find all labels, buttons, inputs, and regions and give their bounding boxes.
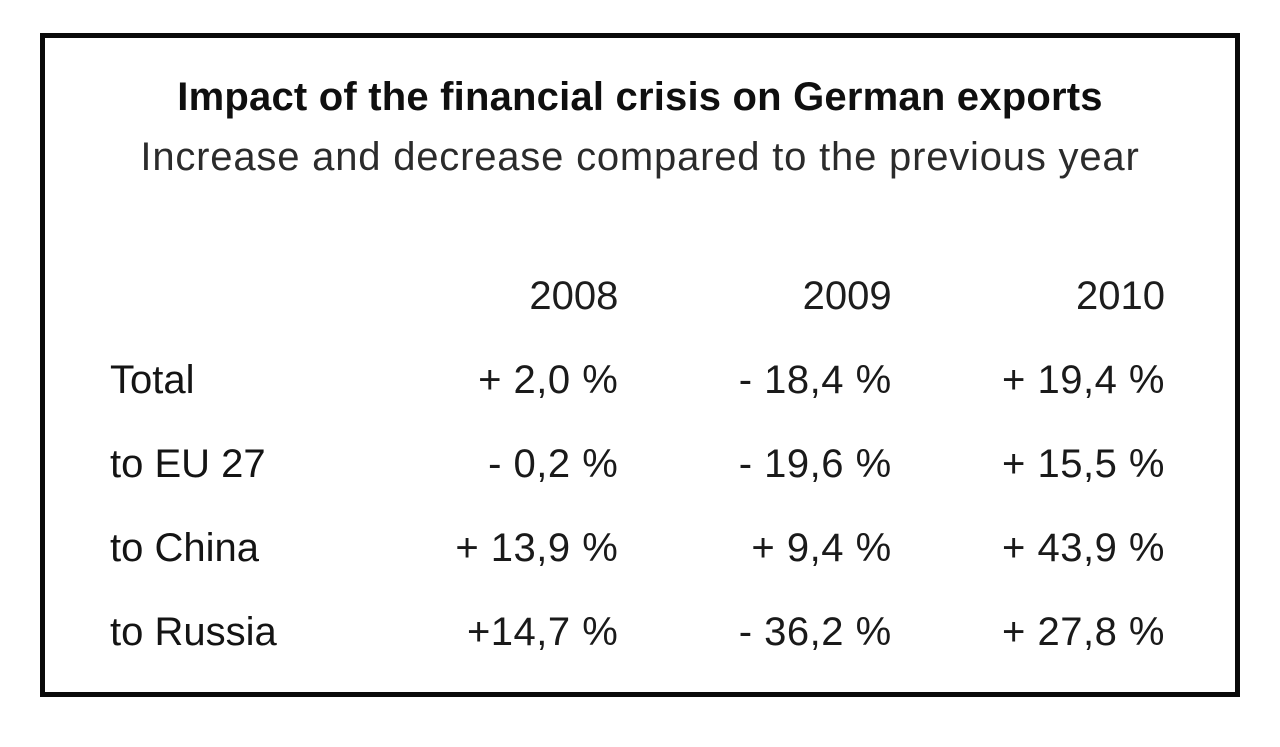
cell-value: + 13,9 % [455,525,619,570]
cell-value: + 19,4 % [1001,357,1165,402]
cell-value: - 19,6 % [738,441,892,486]
cell-value: + 43,9 % [1001,525,1165,570]
row-label: to Russia [110,609,277,654]
table-frame: Impact of the financial crisis on German… [40,33,1240,697]
table-row-china: to China + 13,9 % + 9,4 % + 43,9 % [110,506,1165,590]
header-year-2009: 2009 [802,273,892,318]
header-empty-cell [110,254,345,338]
header-year-2008: 2008 [529,273,619,318]
table-row-russia: to Russia +14,7 % - 36,2 % + 27,8 % [110,590,1165,674]
cell-value: - 18,4 % [738,357,892,402]
cell-value: - 0,2 % [488,441,619,486]
table-wrapper: 2008 2009 2010 Total + 2,0 % - 18,4 % + … [45,254,1235,674]
row-label: to China [110,525,259,570]
cell-value: +14,7 % [466,609,619,654]
table-row-total: Total + 2,0 % - 18,4 % + 19,4 % [110,338,1165,422]
table-row-eu27: to EU 27 - 0,2 % - 19,6 % + 15,5 % [110,422,1165,506]
cell-value: + 27,8 % [1001,609,1165,654]
cell-value: + 9,4 % [751,525,892,570]
header-row: 2008 2009 2010 [110,254,1165,338]
chart-subtitle: Increase and decrease compared to the pr… [140,135,1140,179]
cell-value: + 15,5 % [1001,441,1165,486]
row-label: to EU 27 [110,441,266,486]
header-year-2010: 2010 [1076,273,1165,318]
row-label: Total [110,357,195,402]
cell-value: - 36,2 % [738,609,892,654]
cell-value: + 2,0 % [478,357,619,402]
exports-table: 2008 2009 2010 Total + 2,0 % - 18,4 % + … [110,254,1165,674]
chart-title: Impact of the financial crisis on German… [177,75,1103,119]
